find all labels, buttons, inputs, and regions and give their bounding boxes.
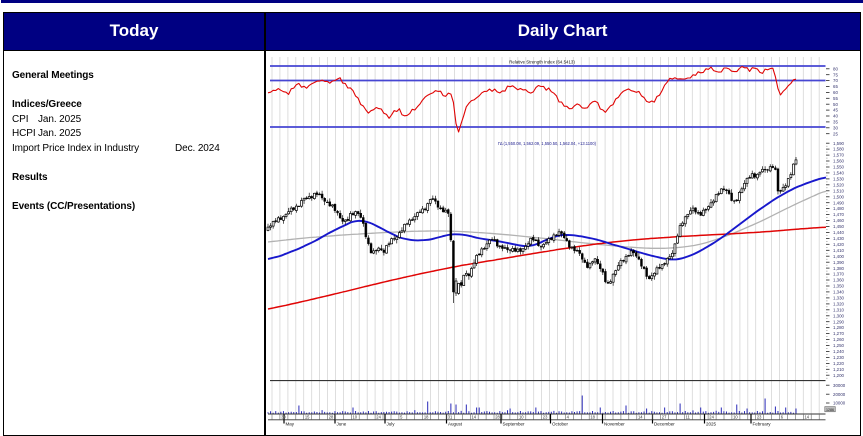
svg-text:1,350: 1,350 <box>833 284 845 289</box>
svg-text:1,370: 1,370 <box>833 272 845 277</box>
svg-text:30: 30 <box>281 414 286 419</box>
svg-text:14: 14 <box>805 414 810 419</box>
svg-text:1,390: 1,390 <box>833 260 845 265</box>
svg-text:14: 14 <box>638 414 643 419</box>
svg-text:1,260: 1,260 <box>833 337 845 342</box>
svg-text:75: 75 <box>833 72 838 77</box>
svg-text:1,240: 1,240 <box>833 349 845 354</box>
svg-text:1,320: 1,320 <box>833 302 845 307</box>
svg-text:1,570: 1,570 <box>833 153 845 158</box>
svg-text:1,280: 1,280 <box>833 325 845 330</box>
svg-text:1,480: 1,480 <box>833 206 845 211</box>
svg-text:ΓΔ (1,550.08, 1,562.09, 1,550.: ΓΔ (1,550.08, 1,562.09, 1,550.50, 1,562.… <box>498 141 597 146</box>
svg-text:1,420: 1,420 <box>833 242 845 247</box>
svg-text:1,470: 1,470 <box>833 212 845 217</box>
svg-text:45: 45 <box>833 108 838 113</box>
svg-text:1,430: 1,430 <box>833 236 845 241</box>
svg-text:65: 65 <box>833 84 838 89</box>
svg-text:1,360: 1,360 <box>833 278 845 283</box>
svg-text:1,330: 1,330 <box>833 296 845 301</box>
svg-text:November: November <box>604 422 625 427</box>
svg-text:1,490: 1,490 <box>833 200 845 205</box>
svg-text:10: 10 <box>519 414 524 419</box>
svg-text:10: 10 <box>353 414 358 419</box>
svg-text:20000: 20000 <box>833 392 846 397</box>
svg-text:5: 5 <box>400 414 403 419</box>
svg-text:31: 31 <box>448 414 453 419</box>
svg-text:50: 50 <box>833 102 838 107</box>
svg-text:28: 28 <box>495 414 500 419</box>
svg-text:July: July <box>387 422 396 427</box>
svg-text:1,520: 1,520 <box>833 182 845 187</box>
svg-text:14: 14 <box>472 414 477 419</box>
svg-text:18: 18 <box>590 414 595 419</box>
svg-text:27: 27 <box>662 414 667 419</box>
svg-text:August: August <box>448 422 463 427</box>
svg-text:1,590: 1,590 <box>833 141 845 146</box>
svg-text:30: 30 <box>833 125 838 130</box>
svg-text:Relative Strength Index (64.54: Relative Strength Index (64.5413) <box>509 60 575 65</box>
svg-text:September: September <box>503 422 526 427</box>
svg-text:25: 25 <box>833 131 838 136</box>
svg-text:23: 23 <box>757 414 762 419</box>
svg-text:1,310: 1,310 <box>833 307 845 312</box>
svg-text:1,410: 1,410 <box>833 248 845 253</box>
svg-text:1,200: 1,200 <box>833 373 845 378</box>
svg-text:11: 11 <box>686 414 691 419</box>
svg-text:6: 6 <box>781 414 784 419</box>
svg-text:1,290: 1,290 <box>833 319 845 324</box>
svg-text:1,540: 1,540 <box>833 171 845 176</box>
svg-text:23: 23 <box>543 414 548 419</box>
svg-text:55: 55 <box>833 96 838 101</box>
svg-text:1,580: 1,580 <box>833 147 845 152</box>
svg-text:80: 80 <box>833 66 838 71</box>
svg-text:1,400: 1,400 <box>833 254 845 259</box>
svg-text:1,500: 1,500 <box>833 194 845 199</box>
svg-text:1,270: 1,270 <box>833 331 845 336</box>
svg-text:May: May <box>286 422 295 427</box>
svg-text:1,460: 1,460 <box>833 218 845 223</box>
svg-text:2025: 2025 <box>706 422 717 427</box>
svg-text:1,340: 1,340 <box>833 290 845 295</box>
svg-text:28: 28 <box>329 414 334 419</box>
svg-text:1286: 1286 <box>826 408 834 412</box>
svg-text:4: 4 <box>567 414 570 419</box>
svg-text:1,550: 1,550 <box>833 165 845 170</box>
svg-text:24: 24 <box>376 414 381 419</box>
svg-text:30000: 30000 <box>833 383 846 388</box>
svg-text:70: 70 <box>833 78 838 83</box>
svg-text:40: 40 <box>833 114 838 119</box>
svg-text:15: 15 <box>305 414 310 419</box>
svg-text:10000: 10000 <box>833 401 846 406</box>
svg-text:1,530: 1,530 <box>833 177 845 182</box>
svg-text:1,250: 1,250 <box>833 343 845 348</box>
svg-text:35: 35 <box>833 120 838 125</box>
svg-text:October: October <box>552 422 569 427</box>
svg-text:60: 60 <box>833 90 838 95</box>
svg-text:1,220: 1,220 <box>833 361 845 366</box>
svg-text:10: 10 <box>733 414 738 419</box>
svg-text:December: December <box>654 422 675 427</box>
svg-text:1,300: 1,300 <box>833 313 845 318</box>
svg-text:1,440: 1,440 <box>833 230 845 235</box>
svg-text:1,450: 1,450 <box>833 224 845 229</box>
svg-text:1,560: 1,560 <box>833 159 845 164</box>
svg-text:June: June <box>337 422 347 427</box>
svg-text:1,210: 1,210 <box>833 367 845 372</box>
svg-text:18: 18 <box>424 414 429 419</box>
svg-text:24: 24 <box>709 414 714 419</box>
svg-text:1,510: 1,510 <box>833 188 845 193</box>
svg-text:1,380: 1,380 <box>833 266 845 271</box>
svg-text:1,230: 1,230 <box>833 355 845 360</box>
svg-text:February: February <box>753 422 772 427</box>
